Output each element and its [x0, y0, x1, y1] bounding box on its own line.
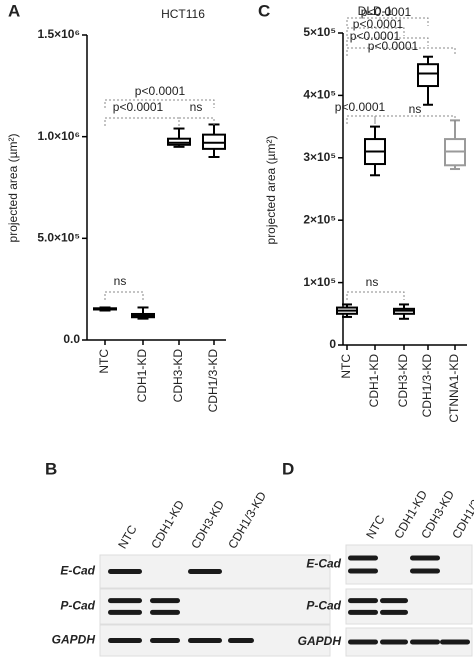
significance-bracket	[346, 47, 456, 56]
y-tick-label: 1×10⁵	[303, 275, 336, 289]
blot-band	[348, 568, 378, 574]
x-tick-label: NTC	[339, 354, 353, 379]
chart-title: DLD-1	[358, 4, 393, 18]
significance-bracket	[346, 115, 376, 124]
row-label: E-Cad	[306, 557, 341, 571]
lane-label: NTC	[363, 512, 388, 541]
significance-bracket	[346, 17, 429, 26]
blot-band	[108, 638, 142, 643]
y-tick-label: 0	[329, 337, 336, 351]
panel-label: A	[8, 1, 20, 20]
blot-band	[440, 639, 470, 645]
lane-label: CDH1/3-KD	[449, 479, 474, 541]
blot-band	[348, 609, 378, 615]
row-label: E-Cad	[60, 564, 95, 578]
y-axis-label: projected area (µm²)	[264, 136, 278, 245]
blot-band	[380, 598, 408, 604]
x-tick-label: CDH3-KD	[171, 349, 185, 403]
annotation: p<0.0001	[368, 39, 419, 53]
significance-bracket	[104, 99, 215, 108]
lane-label: CDH1-KD	[148, 498, 187, 551]
blot-band	[150, 598, 180, 604]
y-tick-label: 1.0×10⁶	[37, 129, 80, 143]
blot-band	[108, 569, 142, 574]
blot-band	[188, 569, 222, 574]
significance-bracket	[104, 291, 144, 300]
annotation: p<0.0001	[361, 5, 412, 19]
x-tick-label: CTNNA1-KD	[447, 354, 461, 423]
y-axis-label: projected area (µm²)	[6, 134, 20, 243]
y-tick-label: 1.5×10⁶	[37, 27, 80, 41]
significance-bracket	[374, 115, 456, 124]
blot-strip	[345, 588, 473, 625]
x-tick-label: CDH1-KD	[135, 349, 149, 403]
blot-band	[150, 609, 180, 615]
blot-band	[348, 555, 378, 561]
significance-bracket	[178, 117, 215, 126]
lane-label: CDH3-KD	[188, 498, 227, 551]
box	[202, 133, 226, 150]
y-tick-label: 4×10⁵	[303, 88, 336, 102]
row-label: GAPDH	[298, 634, 342, 648]
annotation: p<0.0001	[135, 84, 186, 98]
blot-band	[108, 598, 142, 604]
blot-strip	[99, 588, 331, 625]
annotation: ns	[366, 275, 379, 289]
panel-label: D	[282, 459, 294, 478]
annotation: ns	[409, 102, 422, 116]
blot-band	[228, 638, 254, 643]
blot-band	[108, 609, 142, 615]
panel-label: C	[258, 1, 270, 20]
blot-band	[410, 639, 440, 645]
y-tick-label: 0.0	[63, 332, 80, 346]
row-label: P-Cad	[60, 599, 95, 613]
y-tick-label: 2×10⁵	[303, 212, 336, 226]
chart-title: HCT116	[161, 7, 205, 21]
x-tick-label: CDH3-KD	[396, 354, 410, 408]
significance-bracket	[346, 291, 405, 300]
blot-band	[188, 638, 222, 643]
blot-strip	[345, 544, 473, 585]
blot-band	[348, 598, 378, 604]
row-label: GAPDH	[52, 633, 96, 647]
blot-band	[410, 555, 440, 561]
significance-bracket	[346, 27, 405, 36]
annotation: p<0.0001	[113, 100, 164, 114]
y-tick-label: 5.0×10⁵	[37, 231, 80, 245]
x-tick-label: CDH1/3-KD	[420, 354, 434, 418]
blot-band	[380, 639, 408, 645]
annotation: p<0.0001	[350, 29, 401, 43]
panel-label: B	[45, 459, 57, 478]
x-tick-label: CDH1/3-KD	[206, 349, 220, 413]
blot-band	[410, 568, 440, 574]
annotation: p<0.0001	[353, 17, 404, 31]
blot-band	[348, 639, 378, 645]
blot-band	[150, 638, 180, 643]
y-tick-label: 3×10⁵	[303, 150, 336, 164]
box	[417, 63, 439, 88]
annotation: ns	[190, 100, 203, 114]
blot-band	[380, 609, 408, 615]
annotation: p<0.0001	[335, 100, 386, 114]
annotation: ns	[114, 274, 127, 288]
lane-label: CDH1/3-KD	[225, 489, 269, 551]
row-label: P-Cad	[306, 599, 341, 613]
significance-bracket	[104, 117, 180, 126]
y-tick-label: 5×10⁵	[303, 25, 336, 39]
x-tick-label: CDH1-KD	[367, 354, 381, 408]
box	[167, 137, 191, 146]
significance-bracket	[346, 37, 429, 46]
lane-label: NTC	[115, 522, 140, 551]
x-tick-label: NTC	[97, 349, 111, 374]
